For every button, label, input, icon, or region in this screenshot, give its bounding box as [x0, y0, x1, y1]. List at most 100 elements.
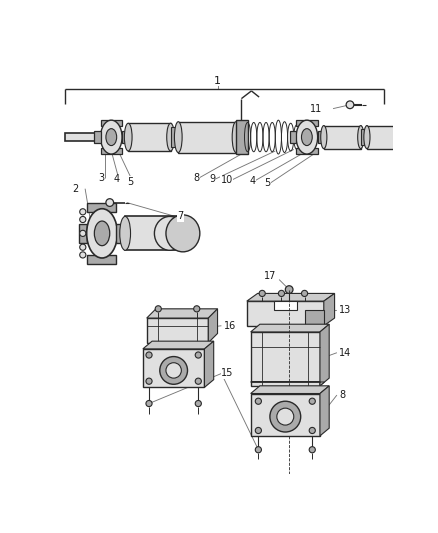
Ellipse shape: [285, 286, 293, 294]
Ellipse shape: [80, 216, 86, 223]
Polygon shape: [320, 386, 329, 436]
Ellipse shape: [255, 427, 261, 433]
Ellipse shape: [155, 216, 185, 251]
Polygon shape: [318, 131, 324, 143]
Ellipse shape: [87, 209, 117, 258]
Ellipse shape: [146, 400, 152, 407]
Polygon shape: [143, 341, 214, 349]
Ellipse shape: [321, 126, 327, 149]
Ellipse shape: [309, 398, 315, 405]
Ellipse shape: [194, 306, 200, 312]
Text: 16: 16: [224, 321, 236, 331]
Ellipse shape: [166, 215, 200, 252]
Ellipse shape: [174, 122, 182, 152]
Bar: [361, 130, 367, 145]
Polygon shape: [208, 309, 218, 343]
Ellipse shape: [124, 123, 132, 151]
Ellipse shape: [106, 128, 117, 146]
Polygon shape: [87, 255, 116, 264]
Ellipse shape: [166, 363, 181, 378]
Polygon shape: [436, 131, 438, 143]
Text: 1: 1: [214, 76, 221, 86]
Text: 4: 4: [113, 174, 120, 184]
Text: 8: 8: [194, 173, 200, 183]
Polygon shape: [296, 120, 318, 126]
Bar: [128, 123, 170, 151]
Bar: [410, 126, 438, 149]
Text: 14: 14: [339, 348, 351, 358]
Polygon shape: [116, 224, 125, 243]
Text: 11: 11: [310, 103, 322, 114]
Ellipse shape: [270, 401, 301, 432]
Ellipse shape: [407, 126, 413, 149]
Ellipse shape: [160, 357, 187, 384]
Text: 13: 13: [339, 305, 351, 316]
Ellipse shape: [100, 120, 122, 154]
Text: 4: 4: [249, 176, 255, 186]
Ellipse shape: [358, 126, 364, 149]
Ellipse shape: [80, 209, 86, 215]
Polygon shape: [79, 224, 87, 243]
Ellipse shape: [155, 306, 161, 312]
Bar: [170, 127, 178, 147]
Ellipse shape: [80, 230, 86, 237]
Polygon shape: [304, 310, 324, 326]
Bar: [367, 126, 404, 149]
Polygon shape: [147, 309, 218, 318]
Text: 7: 7: [177, 212, 184, 221]
Ellipse shape: [259, 290, 265, 296]
Polygon shape: [100, 120, 122, 126]
Ellipse shape: [232, 122, 240, 152]
Ellipse shape: [80, 252, 86, 258]
Ellipse shape: [277, 408, 294, 425]
Ellipse shape: [301, 290, 307, 296]
Ellipse shape: [296, 120, 318, 154]
Polygon shape: [251, 324, 329, 332]
Ellipse shape: [364, 126, 370, 149]
Ellipse shape: [346, 101, 354, 109]
Polygon shape: [122, 131, 128, 143]
Text: 17: 17: [264, 271, 276, 281]
Bar: [178, 122, 236, 152]
Polygon shape: [290, 131, 296, 143]
Ellipse shape: [80, 244, 86, 251]
Ellipse shape: [195, 378, 201, 384]
Ellipse shape: [120, 216, 131, 251]
Polygon shape: [251, 393, 320, 436]
Bar: [65, 133, 96, 141]
Polygon shape: [324, 294, 335, 326]
Text: 5: 5: [127, 177, 134, 187]
Polygon shape: [296, 148, 318, 154]
Polygon shape: [274, 301, 297, 310]
Text: 9: 9: [209, 174, 215, 184]
Polygon shape: [251, 332, 320, 386]
Bar: [324, 126, 361, 149]
Ellipse shape: [309, 447, 315, 453]
Polygon shape: [247, 294, 335, 301]
Text: 3: 3: [98, 173, 104, 183]
Ellipse shape: [401, 126, 407, 149]
Ellipse shape: [146, 352, 152, 358]
Polygon shape: [143, 349, 205, 387]
Polygon shape: [100, 148, 122, 154]
Polygon shape: [147, 318, 208, 343]
Ellipse shape: [309, 427, 315, 433]
Polygon shape: [94, 131, 100, 143]
Polygon shape: [247, 301, 324, 326]
Ellipse shape: [255, 447, 261, 453]
Text: 5: 5: [265, 179, 271, 188]
Bar: [236, 120, 247, 154]
Polygon shape: [251, 386, 329, 393]
Ellipse shape: [106, 199, 113, 206]
Ellipse shape: [167, 123, 174, 151]
Ellipse shape: [255, 398, 261, 405]
Ellipse shape: [195, 400, 201, 407]
Text: 10: 10: [221, 175, 233, 185]
Ellipse shape: [94, 221, 110, 246]
Polygon shape: [251, 382, 325, 386]
Text: 2: 2: [73, 184, 79, 193]
Text: 15: 15: [221, 368, 234, 378]
Ellipse shape: [301, 128, 312, 146]
Bar: [125, 216, 183, 251]
Bar: [404, 130, 410, 145]
